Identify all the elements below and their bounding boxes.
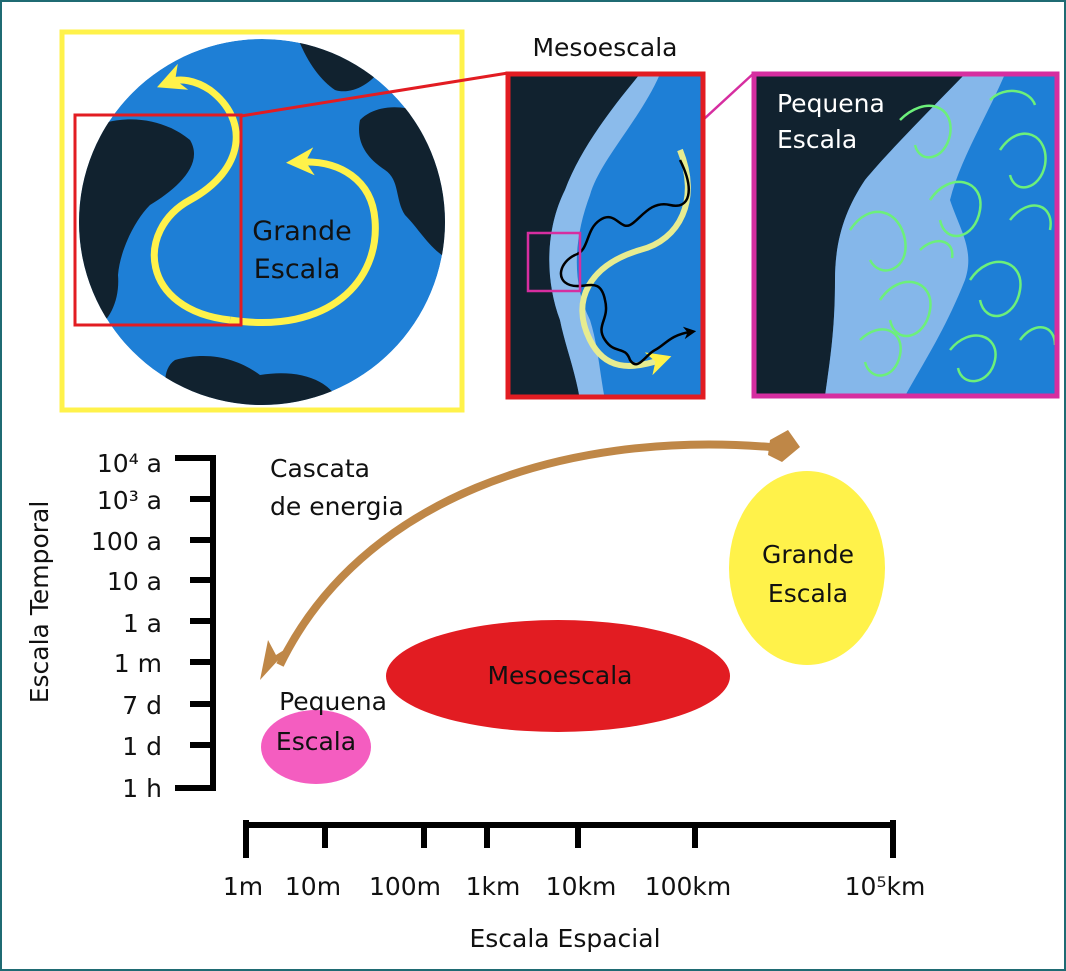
- meso-yellow-current: [579, 148, 691, 376]
- time-tick-label-2: 100 a: [91, 527, 162, 556]
- space-tick-label-2: 100m: [369, 872, 441, 901]
- small-land: [754, 74, 965, 396]
- time-tick-label-3: 10 a: [107, 567, 162, 596]
- meso-land: [508, 74, 640, 397]
- small-front-light: [825, 74, 1005, 396]
- small-regime-label-1: Pequena: [279, 687, 387, 716]
- continent-east: [359, 107, 445, 260]
- large-panel-label-2: Escala: [254, 254, 341, 285]
- space-tick-label-4: 10km: [546, 872, 617, 901]
- cascade-label-2: de energia: [270, 492, 404, 521]
- small-eddies: [848, 89, 1057, 383]
- small-zoom-box: [526, 231, 582, 293]
- time-tick-label-8: 1 h: [122, 774, 162, 803]
- small-panel-label-1: Pequena: [777, 89, 885, 118]
- small-panel: Pequena Escala: [751, 71, 1060, 399]
- time-tick-label-7: 1 d: [122, 732, 162, 761]
- large-regime-label-1: Grande: [762, 540, 854, 569]
- small-regime-label-2: Escala: [276, 727, 356, 756]
- space-tick-label-1: 10m: [285, 872, 341, 901]
- scale-chart: 10⁴ a 10³ a 100 a 10 a 1 a 1 m 7 d 1 d 1…: [25, 430, 925, 953]
- energy-cascade-arrow: [276, 440, 771, 667]
- time-tick-label-0: 10⁴ a: [97, 449, 162, 478]
- meso-front-light: [549, 74, 660, 397]
- space-axis-title: Escala Espacial: [469, 924, 660, 953]
- meso-scale-ellipse: [386, 620, 730, 732]
- zoom-line-red: [240, 71, 509, 118]
- small-panel-label-2: Escala: [777, 125, 857, 154]
- time-tick-label-6: 7 d: [122, 691, 162, 720]
- cascade-arrow-head: [260, 640, 292, 680]
- meso-zoom-box: [73, 113, 243, 327]
- meso-eddy-path: [559, 159, 697, 366]
- space-tick-label-5: 100km: [645, 872, 732, 901]
- cascade-label-1: Cascata: [270, 454, 370, 483]
- time-axis-title: Escala Temporal: [25, 501, 54, 704]
- meso-panel-title: Mesoescala: [532, 33, 677, 62]
- large-regime-label-2: Escala: [768, 579, 848, 608]
- meso-panel: Mesoescala: [505, 33, 706, 400]
- large-scale-panel: Grande Escala: [59, 29, 465, 413]
- large-panel-label-1: Grande: [252, 216, 351, 247]
- small-scale-ellipse: [261, 710, 371, 784]
- large-scale-ellipse: [729, 471, 885, 665]
- space-tick-label-6: 10⁵km: [845, 872, 926, 901]
- continent-west: [79, 119, 195, 330]
- time-tick-label-5: 1 m: [114, 649, 162, 678]
- space-tick-label-3: 1km: [466, 872, 521, 901]
- cascade-arrow-tail: [768, 430, 800, 462]
- time-tick-label-1: 10³ a: [97, 486, 162, 515]
- large-gyre-right: [229, 147, 379, 326]
- meso-regime-label: Mesoescala: [487, 661, 632, 690]
- time-tick-label-4: 1 a: [123, 609, 162, 638]
- large-gyre-left: [150, 63, 240, 324]
- space-tick-label-0: 1m: [223, 872, 263, 901]
